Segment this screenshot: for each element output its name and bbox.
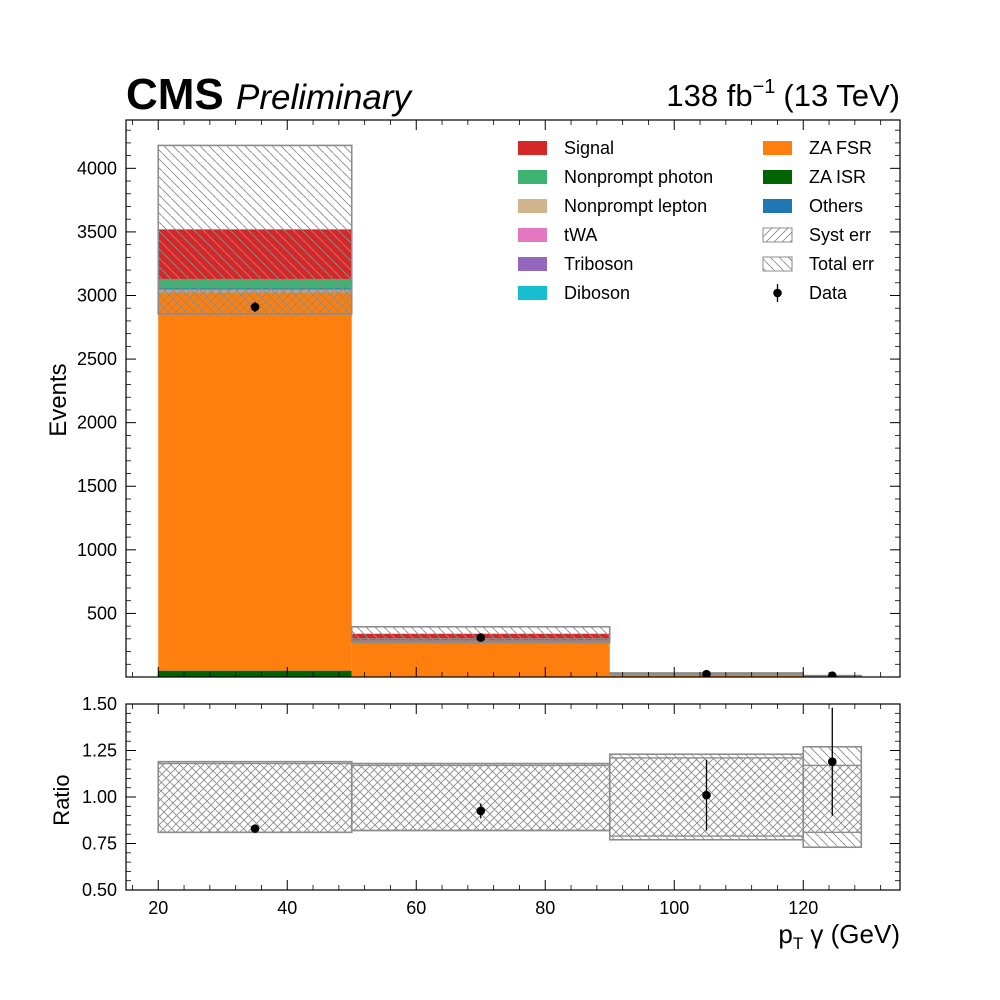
legend-swatch-syst-err [762, 227, 793, 243]
x-axis-label-main: p [778, 919, 792, 949]
legend-label-diboson: Diboson [564, 283, 630, 303]
ratio-tick-label: 1.00 [82, 787, 117, 807]
legend-swatch-nonprompt-lepton [518, 199, 547, 213]
legend-label-nonprompt-lepton: Nonprompt lepton [564, 196, 707, 216]
bar-za-isr [158, 670, 352, 677]
legend-swatch-total-err [762, 256, 793, 272]
ratio-point [250, 824, 260, 833]
legend-swatch-diboson [518, 286, 547, 300]
data-point [250, 302, 260, 312]
ratio-syst-err-band [157, 762, 353, 834]
data-point [827, 671, 837, 677]
y-tick-label: 4000 [77, 158, 117, 178]
lumi-value: 138 fb [666, 78, 752, 113]
x-axis-label-sub: T [793, 934, 803, 953]
ratio-tick-label: 1.25 [82, 741, 117, 761]
x-tick-label: 100 [659, 898, 689, 918]
ratio-axis-label: Ratio [49, 774, 74, 825]
x-axis-label-rest: γ (GeV) [803, 919, 900, 949]
ratio-panel [157, 707, 863, 849]
y-axis-label: Events [45, 363, 72, 436]
legend-swatch-nonprompt-photon [518, 170, 547, 184]
ratio-tick-label: 0.50 [82, 880, 117, 900]
x-tick-label: 40 [277, 898, 297, 918]
ratio-tick-label: 1.50 [82, 694, 117, 714]
y-tick-label: 500 [87, 603, 117, 623]
ratio-points [250, 707, 837, 833]
legend-label-za-fsr: ZA FSR [809, 138, 872, 158]
legend-label-syst-err: Syst err [809, 225, 871, 245]
experiment-label: CMS [126, 70, 224, 119]
legend-label-signal: Signal [564, 138, 614, 158]
main-axis-ticks: 500 1000 1500 2000 2500 3000 3500 4000 [77, 120, 900, 677]
legend-swatch-twa [518, 228, 547, 242]
y-tick-label: 1500 [77, 476, 117, 496]
legend-swatch-others [763, 199, 792, 213]
energy-label: (13 TeV) [783, 78, 900, 113]
legend-label-triboson: Triboson [564, 254, 633, 274]
data-point [476, 633, 486, 642]
ratio-bands [157, 745, 863, 849]
x-tick-label: 20 [148, 898, 168, 918]
ratio-point [476, 806, 486, 816]
lumi-exponent: −1 [753, 76, 776, 98]
data-points [250, 301, 837, 677]
x-tick-label: 60 [406, 898, 426, 918]
legend-label-data: Data [809, 283, 848, 303]
legend-swatch-za-isr [763, 170, 792, 184]
legend-label-nonprompt-photon: Nonprompt photon [564, 167, 713, 187]
status-label: Preliminary [236, 78, 414, 117]
bar-za-fsr [158, 292, 352, 671]
legend-label-others: Others [809, 196, 863, 216]
data-point [702, 669, 711, 677]
ratio-point [702, 790, 711, 800]
legend-swatch-triboson [518, 257, 547, 271]
y-tick-label: 3500 [77, 222, 117, 242]
legend-label-za-isr: ZA ISR [809, 167, 866, 187]
ratio-axis-ticks: 0.50 0.75 1.00 1.25 1.50 20 40 60 80 100 120 [82, 694, 900, 918]
ratio-syst-err-band [351, 764, 611, 832]
x-tick-label: 80 [535, 898, 555, 918]
total-err-band [157, 144, 353, 315]
ratio-frame [125, 703, 901, 891]
y-tick-label: 2000 [77, 413, 117, 433]
y-tick-label: 3000 [77, 285, 117, 305]
main-panel [157, 144, 863, 677]
y-tick-label: 2500 [77, 349, 117, 369]
y-tick-label: 1000 [77, 540, 117, 560]
main-frame [125, 119, 901, 678]
legend-marker-data [773, 288, 782, 298]
ratio-tick-label: 0.75 [82, 834, 117, 854]
ratio-point [827, 757, 837, 766]
legend-swatch-za-fsr [763, 141, 792, 155]
legend-label-twa: tWA [564, 225, 597, 245]
lumi-label: 138 fb−1 (13 TeV) [666, 76, 900, 113]
legend-label-total-err: Total err [809, 254, 874, 274]
legend-swatch-signal [518, 141, 547, 155]
legend: Signal Nonprompt photon Nonprompt lepton tW… [518, 138, 874, 303]
bar-za-fsr [351, 642, 610, 677]
x-tick-label: 120 [788, 898, 818, 918]
x-axis-label: pT γ (GeV) [778, 919, 900, 953]
